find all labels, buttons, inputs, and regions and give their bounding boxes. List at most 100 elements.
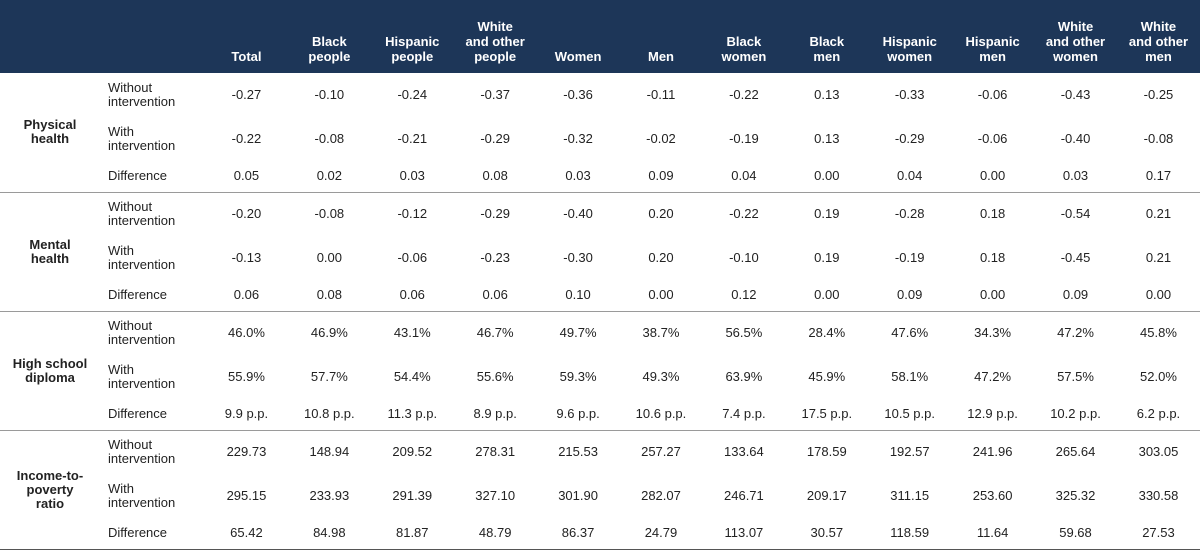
value-cell: 55.9% [228,369,265,384]
value-cell: 9.6 p.p. [536,399,620,431]
value-cell: 327.10 [475,488,516,503]
row-label: Difference [100,161,205,193]
value-cell: 0.00 [951,161,1035,193]
value-cell: 49.3% [642,369,680,384]
value-cell: 0.05 [205,161,288,193]
value-cell: 0.17 [1116,161,1200,193]
column-header: Hispanic women [868,0,952,73]
value-cell: 59.68 [1034,518,1117,550]
row-label: Difference [100,399,205,431]
row-label: With intervention [108,481,176,510]
value-cell: 192.57 [889,444,930,460]
value-cell: 46.0% [228,325,265,341]
value-cell: 0.03 [370,161,454,193]
column-header: Hispanic men [951,0,1035,73]
row-label: Without intervention [108,199,176,229]
value-cell: 65.42 [205,518,288,550]
table-row: Difference 0.06 0.08 0.06 0.06 0.10 0.00 0.12 0.… [0,280,1200,312]
value-cell: 57.7% [310,369,348,384]
value-cell: 325.32 [1055,488,1096,503]
value-cell: -0.13 [231,250,262,265]
value-cell: 10.8 p.p. [287,399,371,431]
value-cell: 84.98 [287,518,371,550]
value-cell: 47.2% [1057,325,1094,341]
value-cell: -0.10 [729,250,759,265]
value-cell: 0.19 [814,206,840,222]
row-label: With intervention [108,243,176,272]
value-cell: -0.08 [314,206,345,222]
value-cell: -0.22 [231,131,262,146]
value-cell: 0.06 [370,280,454,312]
table-row: Physical health Without intervention -0.27… [0,73,1200,193]
table-row: With intervention -0.13 0.00 -0.06 -0.23 -0.3… [0,236,1200,280]
value-cell: 246.71 [724,488,764,503]
value-cell: 7.4 p.p. [702,399,786,431]
value-cell: -0.45 [1060,250,1091,265]
value-cell: 30.57 [785,518,869,550]
value-cell: 0.00 [316,250,343,265]
row-label: Without intervention [108,437,176,467]
value-cell: -0.22 [729,87,759,102]
value-cell: 55.6% [476,369,514,384]
value-cell: 0.10 [536,280,620,312]
value-cell: 63.9% [725,369,763,384]
value-cell: 0.20 [648,250,674,265]
value-cell: 10.5 p.p. [868,399,952,431]
value-cell: -0.37 [480,87,510,102]
value-cell: 10.6 p.p. [619,399,703,431]
value-cell: -0.20 [231,206,262,222]
value-cell: 0.09 [619,161,703,193]
value-cell: -0.22 [729,206,759,222]
value-cell: 0.18 [979,250,1006,265]
value-cell: 0.12 [702,280,786,312]
value-cell: 0.00 [785,280,869,312]
value-cell: 59.3% [559,369,597,384]
value-cell: 282.07 [641,488,681,503]
value-cell: 0.00 [619,280,703,312]
value-cell: 47.6% [891,325,929,341]
row-label: Without intervention [108,80,176,109]
row-label: With intervention [108,362,176,391]
table-row: With intervention 295.15 233.93 291.39 327.1… [0,474,1200,518]
value-cell: 0.04 [868,161,952,193]
value-cell: 45.8% [1140,325,1177,341]
value-cell: -0.02 [646,131,676,146]
table-row: Mental health Without intervention -0.20 -0… [0,192,1200,312]
value-cell: 9.9 p.p. [205,399,288,431]
row-label: Difference [100,518,205,550]
group-label: Mental health [0,192,100,312]
value-cell: 0.21 [1145,250,1172,265]
value-cell: 0.00 [785,161,869,193]
value-cell: 0.06 [205,280,288,312]
value-cell: -0.11 [646,87,676,102]
group-label: High school diploma [0,311,100,431]
value-cell: 54.4% [393,369,431,384]
value-cell: -0.21 [397,131,428,146]
value-cell: -0.08 [314,131,345,146]
table-row: Difference 65.42 84.98 81.87 48.79 86.37 24.79… [0,518,1200,550]
value-cell: 0.08 [287,280,371,312]
value-cell: 52.0% [1140,369,1177,384]
header-blank [0,0,100,73]
value-cell: -0.19 [894,250,925,265]
value-cell: 0.13 [814,87,840,102]
value-cell: -0.25 [1143,87,1174,102]
value-cell: -0.54 [1060,206,1091,222]
value-cell: 278.31 [475,444,516,460]
value-cell: 0.18 [979,206,1006,222]
value-cell: 28.4% [808,325,846,341]
value-cell: -0.12 [397,206,428,222]
value-cell: 81.87 [370,518,454,550]
value-cell: 0.19 [814,250,840,265]
value-cell: 330.58 [1138,488,1179,503]
column-header: White and other men [1116,0,1200,73]
value-cell: -0.36 [563,87,593,102]
table-row: With intervention 55.9% 57.7% 54.4% 55.6% 59.… [0,355,1200,399]
value-cell: -0.33 [894,87,925,102]
value-cell: 17.5 p.p. [785,399,869,431]
value-cell: -0.10 [314,87,345,102]
value-cell: 0.06 [453,280,537,312]
value-cell: 311.15 [890,488,930,503]
